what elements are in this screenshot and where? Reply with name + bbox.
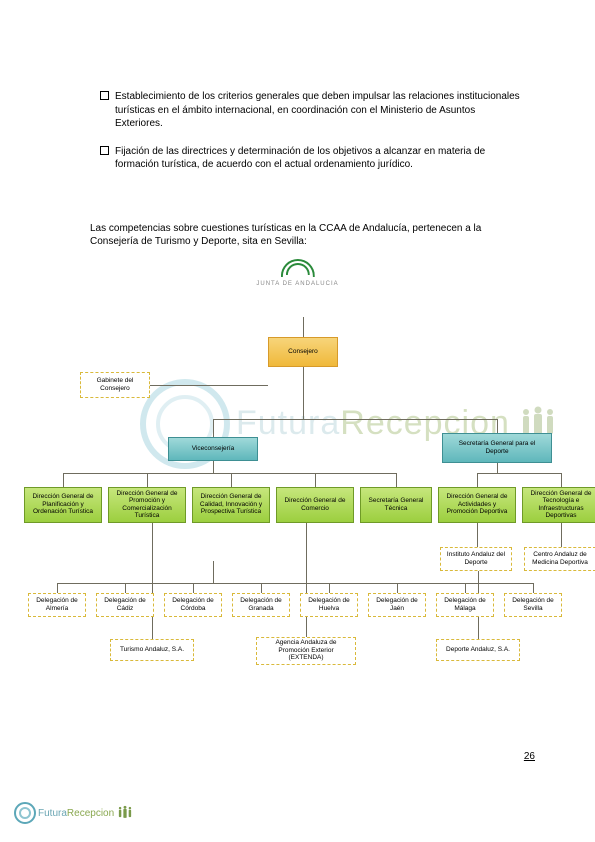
connector-line — [231, 473, 232, 487]
footer-circle-icon — [14, 802, 36, 824]
org-node-gabinete: Gabinete del Consejero — [80, 372, 150, 398]
org-node-b1: Turismo Andaluz, S.A. — [110, 639, 194, 661]
connector-line — [497, 463, 498, 473]
connector-line — [465, 583, 466, 593]
org-node-del1: Delegación de Almería — [28, 593, 86, 617]
junta-logo: JUNTA DE ANDALUCIA — [256, 259, 338, 287]
bullet-text: Fijación de las directrices y determinac… — [115, 145, 525, 172]
connector-line — [213, 561, 214, 583]
bullet-item: Fijación de las directrices y determinac… — [100, 145, 525, 172]
connector-line — [63, 473, 64, 487]
connector-line — [213, 461, 214, 473]
org-node-b3: Deporte Andaluz, S.A. — [436, 639, 520, 661]
org-chart: JUNTA DE ANDALUCIA FuturaRecepcion Conse… — [20, 259, 575, 689]
connector-line — [397, 583, 398, 593]
org-node-inst_dep: Instituto Andaluz del Deporte — [440, 547, 512, 571]
bullet-item: Establecimiento de los criterios general… — [100, 90, 525, 131]
connector-line — [147, 473, 148, 487]
checkbox-icon — [100, 146, 109, 155]
connector-line — [329, 583, 330, 593]
connector-line — [306, 523, 307, 637]
org-node-dg4: Dirección General de Comercio — [276, 487, 354, 523]
bullet-text: Establecimiento de los criterios general… — [115, 90, 525, 131]
connector-line — [125, 583, 126, 593]
paragraph: Las competencias sobre cuestiones turíst… — [90, 222, 525, 249]
connector-line — [150, 385, 268, 386]
logo-caption: JUNTA DE ANDALUCIA — [256, 281, 338, 287]
connector-line — [477, 523, 478, 547]
document-page: Establecimiento de los criterios general… — [0, 0, 595, 842]
connector-line — [561, 473, 562, 487]
page-number: 26 — [524, 751, 535, 762]
org-node-consejero: Consejero — [268, 337, 338, 367]
people-icon — [114, 804, 134, 822]
connector-line — [193, 583, 194, 593]
footer-logo: FuturaRecepcion — [14, 802, 134, 824]
checkbox-icon — [100, 91, 109, 100]
org-node-del7: Delegación de Málaga — [436, 593, 494, 617]
org-node-b2: Agencia Andaluza de Promoción Exterior (… — [256, 637, 356, 665]
connector-line — [63, 473, 397, 474]
connector-line — [396, 473, 397, 487]
connector-line — [303, 367, 304, 419]
footer-text: FuturaRecepcion — [38, 808, 114, 819]
org-node-del5: Delegación de Huelva — [300, 593, 358, 617]
connector-line — [303, 317, 304, 337]
connector-line — [152, 523, 153, 639]
connector-line — [477, 473, 561, 474]
connector-line — [213, 419, 214, 437]
org-node-del6: Delegación de Jaén — [368, 593, 426, 617]
org-node-dg1: Dirección General de Planificación y Ord… — [24, 487, 102, 523]
connector-line — [561, 523, 562, 547]
connector-line — [57, 583, 58, 593]
connector-line — [315, 473, 316, 487]
org-node-dg5: Secretaría General Técnica — [360, 487, 432, 523]
connector-line — [477, 473, 478, 487]
org-node-del8: Delegación de Sevilla — [504, 593, 562, 617]
org-node-vice: Viceconsejería — [168, 437, 258, 461]
org-node-del2: Delegación de Cádiz — [96, 593, 154, 617]
org-node-dg7: Dirección General de Tecnología e Infrae… — [522, 487, 595, 523]
connector-line — [57, 583, 533, 584]
org-node-dg6: Dirección General de Actividades y Promo… — [438, 487, 516, 523]
org-node-cent_med: Centro Andaluz de Medicina Deportiva — [524, 547, 595, 571]
org-node-dg3: Dirección General de Calidad, Innovación… — [192, 487, 270, 523]
connector-line — [213, 419, 497, 420]
connector-line — [497, 419, 498, 433]
org-node-del4: Delegación de Granada — [232, 593, 290, 617]
org-node-sec_gen_dep: Secretaría General para el Deporte — [442, 433, 552, 463]
org-node-dg2: Dirección General de Promoción y Comerci… — [108, 487, 186, 523]
connector-line — [261, 583, 262, 593]
connector-line — [533, 583, 534, 593]
org-node-del3: Delegación de Córdoba — [164, 593, 222, 617]
